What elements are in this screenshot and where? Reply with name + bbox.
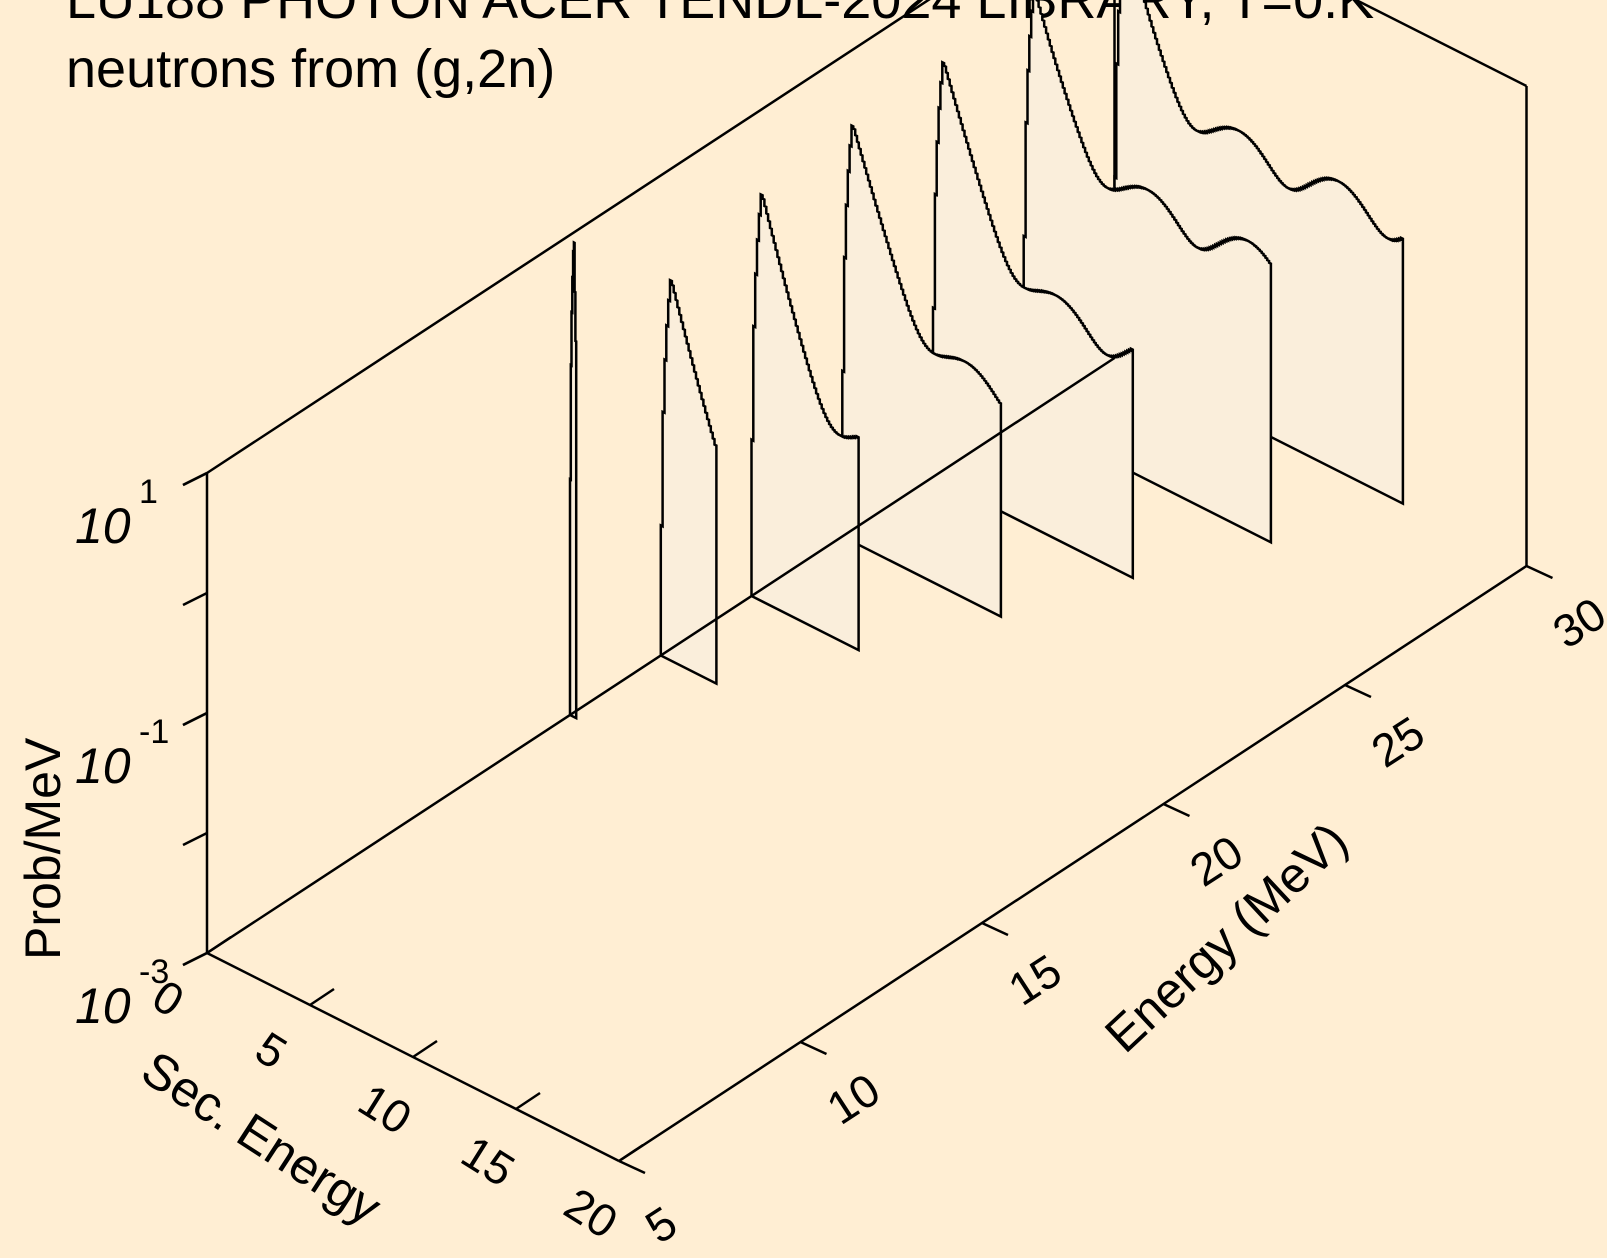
back-base-edge — [206, 356, 1116, 955]
x-tick — [618, 1143, 644, 1163]
y-tick — [981, 921, 1009, 937]
z-minor-tick — [182, 711, 208, 727]
series-panel — [750, 192, 860, 653]
x-tick-label: 15 — [453, 1125, 524, 1196]
y-tick-label: 5 — [636, 1196, 686, 1254]
y-tick — [1525, 564, 1554, 580]
y-tick — [1344, 683, 1372, 699]
y-tick-label: 10 — [818, 1063, 889, 1134]
y-tick-label: 30 — [1544, 587, 1607, 658]
y-tick — [1162, 802, 1191, 818]
series-panel — [568, 240, 578, 721]
y-axis-line — [618, 564, 1528, 1163]
y-tick — [799, 1040, 828, 1056]
chart-title-line1: LU188 PHOTON ACER TENDL-2024 LIBRARY, T=… — [66, 0, 1374, 30]
z-minor-tick — [182, 471, 208, 487]
z-minor-tick — [182, 951, 208, 967]
z-tick-label: 10 — [75, 978, 131, 1034]
series-panels — [568, 0, 1405, 721]
y-tick-label: 25 — [1362, 706, 1433, 777]
z-axis-title: Prob/MeV — [15, 737, 71, 960]
x-tick — [206, 935, 232, 955]
z-tick-label: 10 — [75, 738, 131, 794]
y-tick-label: 15 — [999, 944, 1070, 1015]
x-tick-label: 10 — [350, 1073, 421, 1144]
x-tick-label: 20 — [556, 1177, 627, 1248]
z-tick-exponent: 1 — [139, 473, 158, 511]
z-tick-label: 10 — [75, 498, 131, 554]
x-tick — [309, 987, 335, 1007]
series-panel — [841, 123, 1003, 619]
z-tick-exponent: -3 — [139, 953, 169, 991]
series-panel — [659, 278, 718, 686]
z-tick-exponent: -1 — [139, 713, 169, 751]
chart-title-line2: neutrons from (g,2n) — [66, 39, 555, 99]
x-tick-label: 5 — [247, 1021, 296, 1079]
y-tick — [618, 1159, 646, 1175]
back-top-edge — [206, 0, 931, 475]
z-minor-tick — [182, 591, 208, 607]
z-minor-tick — [182, 831, 208, 847]
x-tick — [412, 1039, 438, 1059]
right-top-edge — [1353, 0, 1528, 88]
x-tick — [515, 1091, 541, 1111]
